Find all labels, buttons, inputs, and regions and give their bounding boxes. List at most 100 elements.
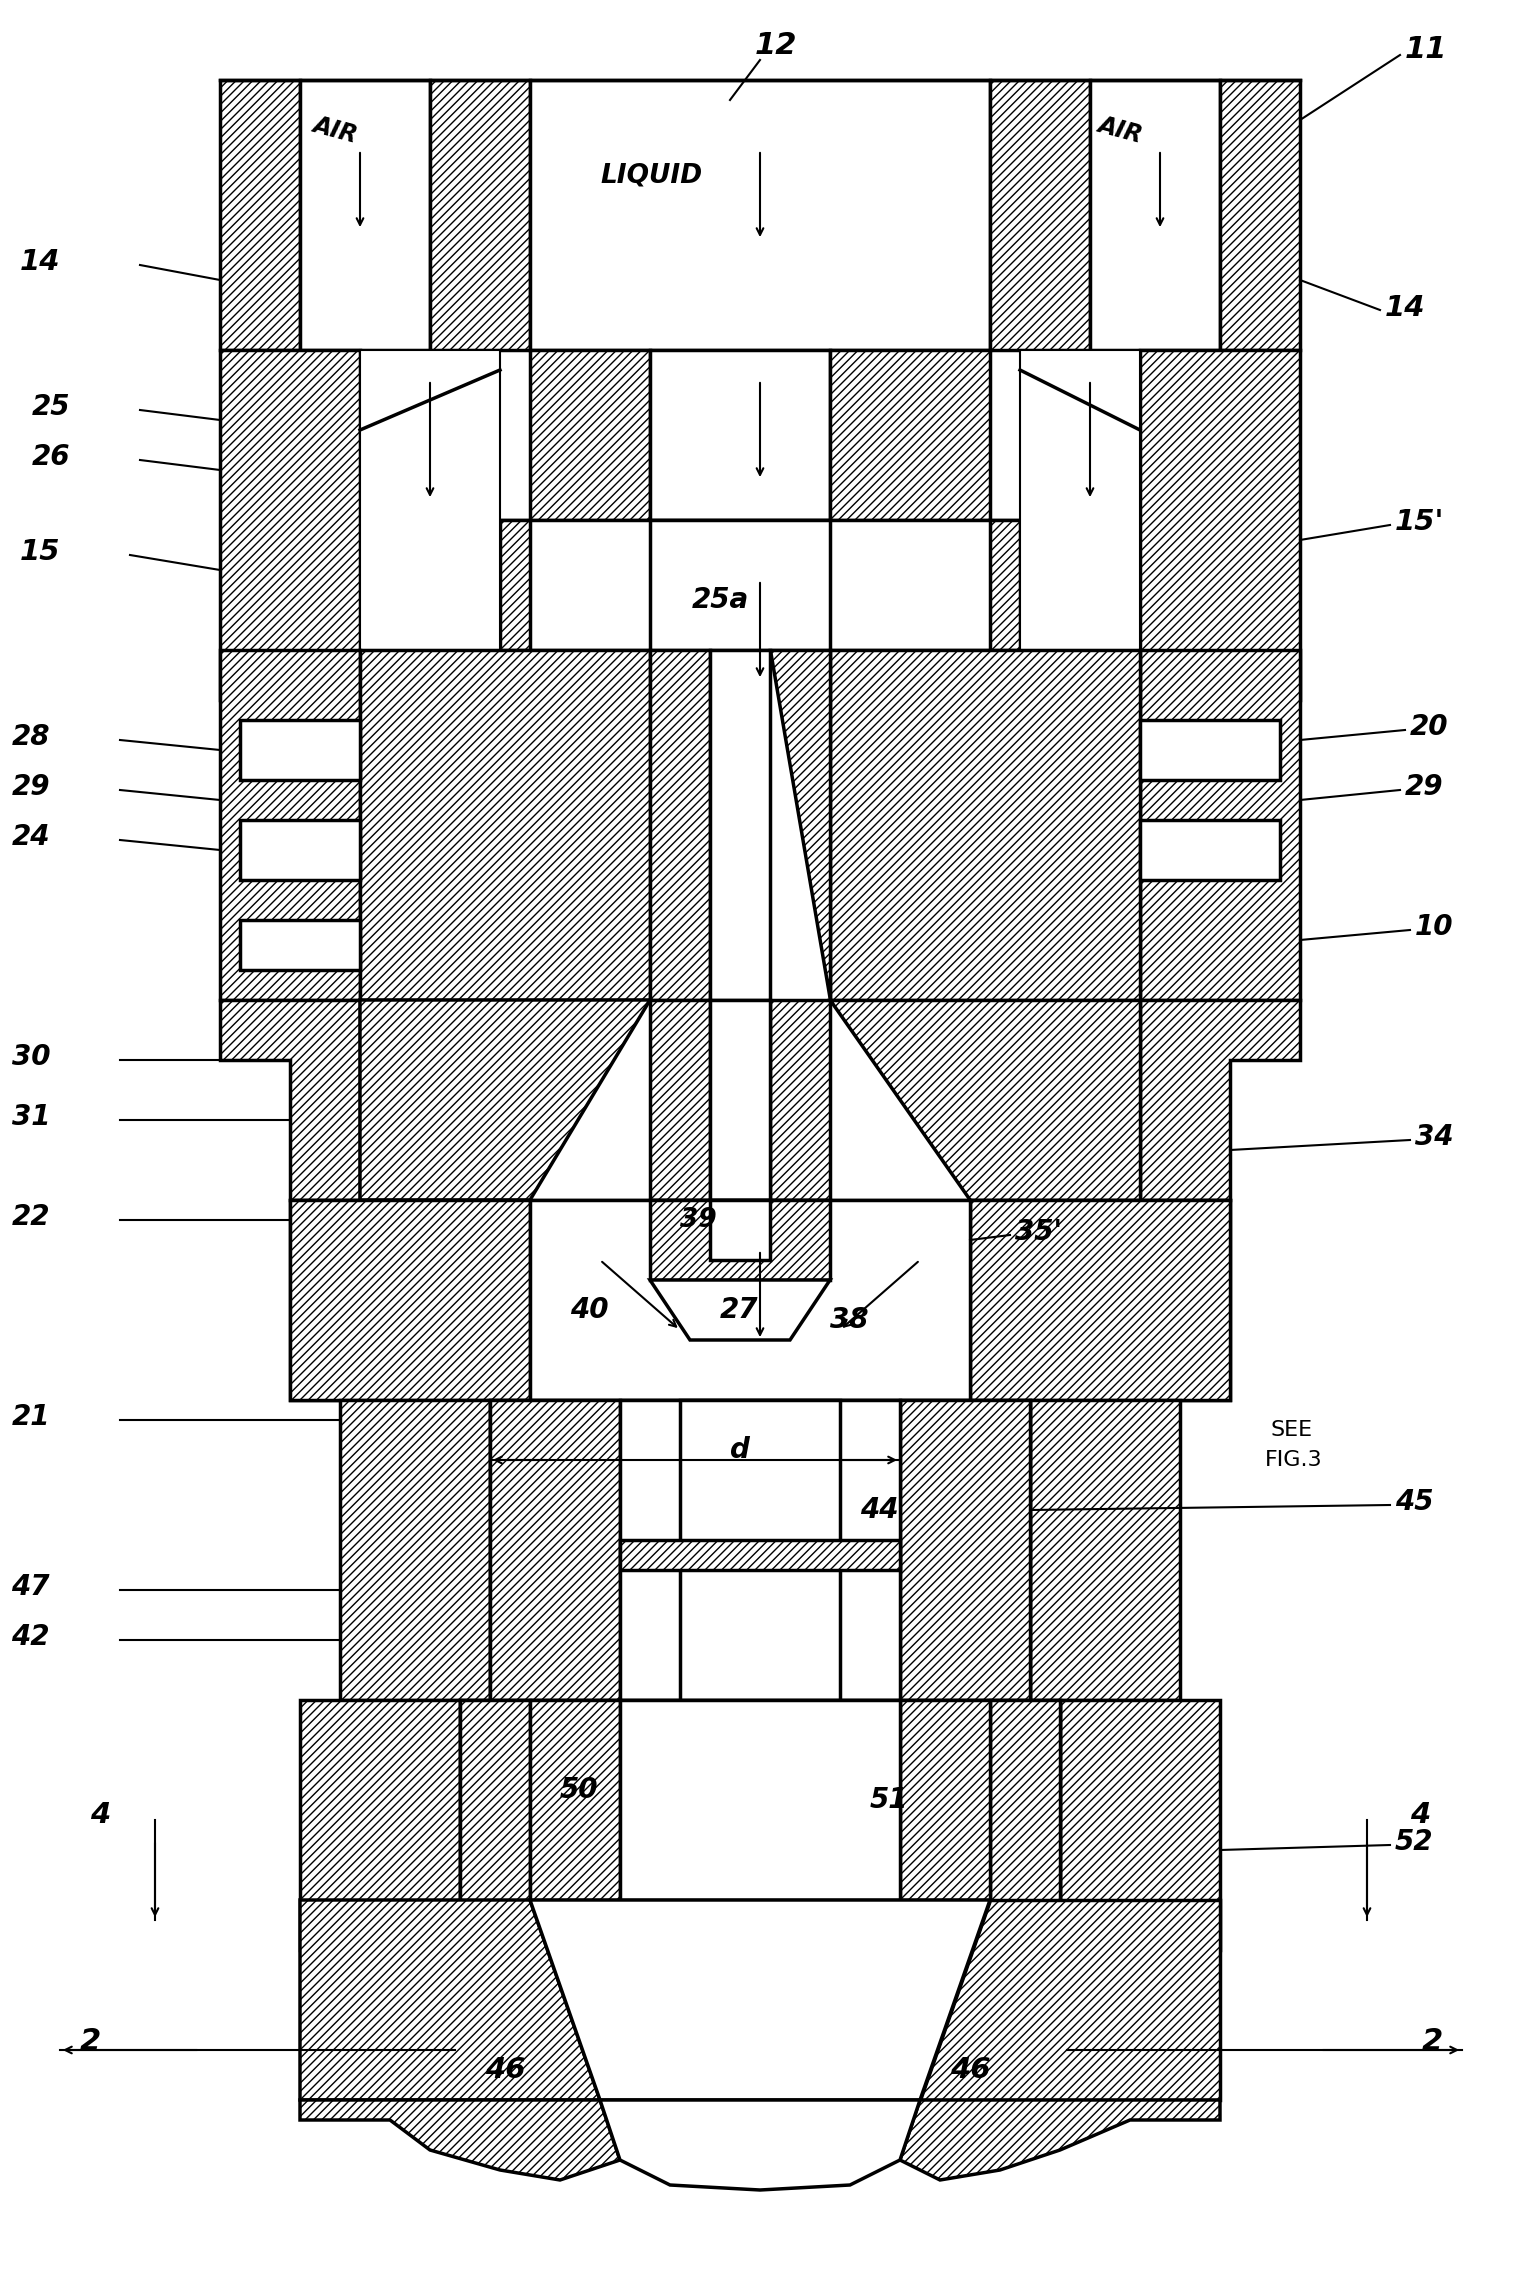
Polygon shape [490,1401,619,1699]
Text: 25: 25 [32,393,70,420]
Polygon shape [530,1901,989,2101]
Polygon shape [650,519,829,650]
Text: 47: 47 [12,1573,50,1600]
Polygon shape [650,349,829,519]
Polygon shape [1221,80,1300,349]
Text: 35': 35' [1015,1217,1062,1247]
Polygon shape [300,1901,600,2101]
Text: 20: 20 [1409,714,1449,742]
Polygon shape [989,80,1090,349]
Polygon shape [460,1699,530,1949]
Polygon shape [650,1279,829,1341]
Text: 45: 45 [1396,1488,1434,1515]
Text: 26: 26 [32,443,70,471]
Text: 14: 14 [1385,294,1426,321]
Bar [1020,349,1140,650]
Polygon shape [221,650,361,1001]
Polygon shape [989,519,1020,650]
Polygon shape [361,1001,650,1201]
Text: 4: 4 [1409,1800,1431,1830]
Polygon shape [1090,80,1221,349]
Polygon shape [361,650,650,1001]
Polygon shape [919,1901,1221,2101]
Text: 52: 52 [1396,1828,1434,1855]
Bar [361,349,501,650]
Text: 39: 39 [680,1208,717,1233]
Polygon shape [970,1201,1230,1401]
Text: 2: 2 [79,2027,100,2057]
Polygon shape [989,1699,1059,1949]
Polygon shape [501,519,1020,650]
Text: 46: 46 [950,2055,991,2085]
Polygon shape [300,2101,619,2179]
Text: SEE: SEE [1269,1419,1312,1440]
Polygon shape [709,1201,770,1261]
Text: FIG.3: FIG.3 [1265,1451,1323,1469]
Polygon shape [501,519,530,650]
Text: 31: 31 [12,1102,50,1132]
Polygon shape [221,1001,361,1201]
Polygon shape [709,650,770,1001]
Polygon shape [619,1401,900,1699]
Text: 15: 15 [20,537,59,567]
Text: 40: 40 [571,1295,609,1325]
Text: 42: 42 [12,1623,50,1651]
Text: 21: 21 [12,1403,50,1430]
Polygon shape [221,349,361,700]
Polygon shape [1140,349,1300,700]
Polygon shape [829,349,989,519]
Text: 24: 24 [12,822,50,852]
Text: 51: 51 [871,1786,909,1814]
Polygon shape [619,1699,900,1901]
Bar [1140,820,1280,879]
Polygon shape [650,1001,709,1201]
Polygon shape [900,1401,1030,1699]
Text: LIQUID: LIQUID [600,163,702,188]
Text: 2: 2 [1422,2027,1443,2057]
Polygon shape [1059,1699,1221,1949]
Polygon shape [530,1201,970,1401]
Text: 10: 10 [1415,914,1454,941]
Text: 14: 14 [20,248,59,276]
Polygon shape [680,1401,840,1699]
Polygon shape [431,80,530,349]
Text: 27: 27 [720,1295,758,1325]
Polygon shape [530,349,650,519]
Polygon shape [1030,1401,1180,1699]
Bar [240,820,361,879]
Text: 38: 38 [829,1306,869,1334]
Text: 46: 46 [486,2055,525,2085]
Polygon shape [221,80,300,349]
Polygon shape [650,1201,829,1279]
Polygon shape [291,1201,1230,1401]
Polygon shape [900,1699,989,1901]
Polygon shape [1140,650,1300,1001]
Text: 15': 15' [1396,507,1444,535]
Polygon shape [709,1001,770,1201]
Polygon shape [600,2101,919,2190]
Bar [619,1541,900,1570]
Polygon shape [650,650,709,1001]
Text: 44: 44 [860,1497,898,1525]
Text: 22: 22 [12,1203,50,1231]
Text: 12: 12 [755,30,798,60]
Text: 28: 28 [12,723,50,751]
Polygon shape [530,1699,619,1901]
Polygon shape [530,80,989,349]
Polygon shape [829,1001,1140,1201]
Text: 4: 4 [90,1800,110,1830]
Text: 50: 50 [560,1777,598,1805]
Text: 25a: 25a [691,585,749,613]
Text: 34: 34 [1415,1123,1454,1150]
Polygon shape [829,650,1140,1001]
Polygon shape [339,1401,490,1699]
Text: AIR: AIR [310,113,359,147]
Polygon shape [770,1001,829,1201]
Polygon shape [490,1401,1030,1699]
Bar [240,721,361,781]
Polygon shape [460,1699,1059,1949]
Polygon shape [291,1201,530,1401]
Text: 29: 29 [1405,774,1443,801]
Text: 11: 11 [1405,34,1447,64]
Text: 30: 30 [12,1042,50,1070]
